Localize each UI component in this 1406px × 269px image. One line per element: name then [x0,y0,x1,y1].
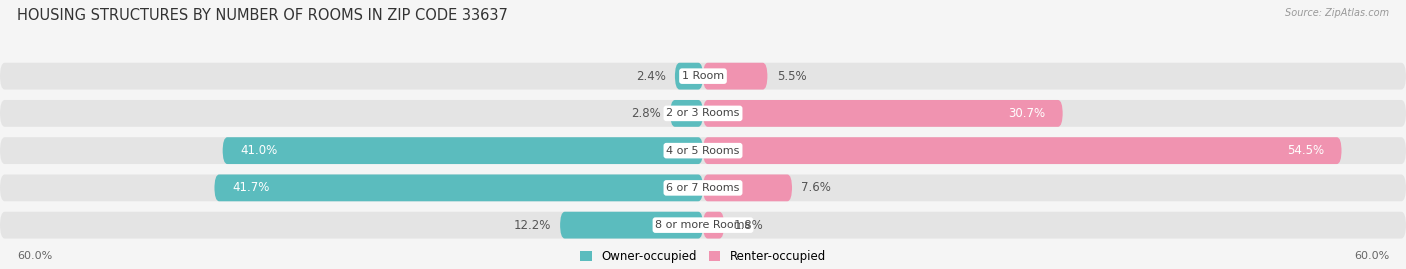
FancyBboxPatch shape [0,137,1406,164]
FancyBboxPatch shape [703,63,768,90]
Text: 60.0%: 60.0% [17,250,52,261]
FancyBboxPatch shape [560,212,703,239]
Text: 7.6%: 7.6% [801,181,831,194]
Text: 5.5%: 5.5% [778,70,807,83]
FancyBboxPatch shape [703,212,724,239]
Text: Source: ZipAtlas.com: Source: ZipAtlas.com [1285,8,1389,18]
Text: 30.7%: 30.7% [1008,107,1045,120]
FancyBboxPatch shape [0,175,1406,201]
Text: 6 or 7 Rooms: 6 or 7 Rooms [666,183,740,193]
FancyBboxPatch shape [222,137,703,164]
FancyBboxPatch shape [675,63,703,90]
Text: 54.5%: 54.5% [1286,144,1324,157]
Text: 41.0%: 41.0% [240,144,277,157]
Text: 2.8%: 2.8% [631,107,661,120]
FancyBboxPatch shape [0,100,1406,127]
FancyBboxPatch shape [703,175,792,201]
Text: HOUSING STRUCTURES BY NUMBER OF ROOMS IN ZIP CODE 33637: HOUSING STRUCTURES BY NUMBER OF ROOMS IN… [17,8,508,23]
Text: 1 Room: 1 Room [682,71,724,81]
Text: 12.2%: 12.2% [513,219,551,232]
FancyBboxPatch shape [0,212,1406,239]
Text: 2 or 3 Rooms: 2 or 3 Rooms [666,108,740,118]
Text: 41.7%: 41.7% [232,181,270,194]
FancyBboxPatch shape [703,100,1063,127]
FancyBboxPatch shape [703,137,1341,164]
Text: 4 or 5 Rooms: 4 or 5 Rooms [666,146,740,156]
Text: 1.8%: 1.8% [734,219,763,232]
FancyBboxPatch shape [214,175,703,201]
Text: 60.0%: 60.0% [1354,250,1389,261]
FancyBboxPatch shape [671,100,703,127]
Text: 8 or more Rooms: 8 or more Rooms [655,220,751,230]
Legend: Owner-occupied, Renter-occupied: Owner-occupied, Renter-occupied [579,250,827,263]
FancyBboxPatch shape [0,63,1406,90]
Text: 2.4%: 2.4% [636,70,665,83]
